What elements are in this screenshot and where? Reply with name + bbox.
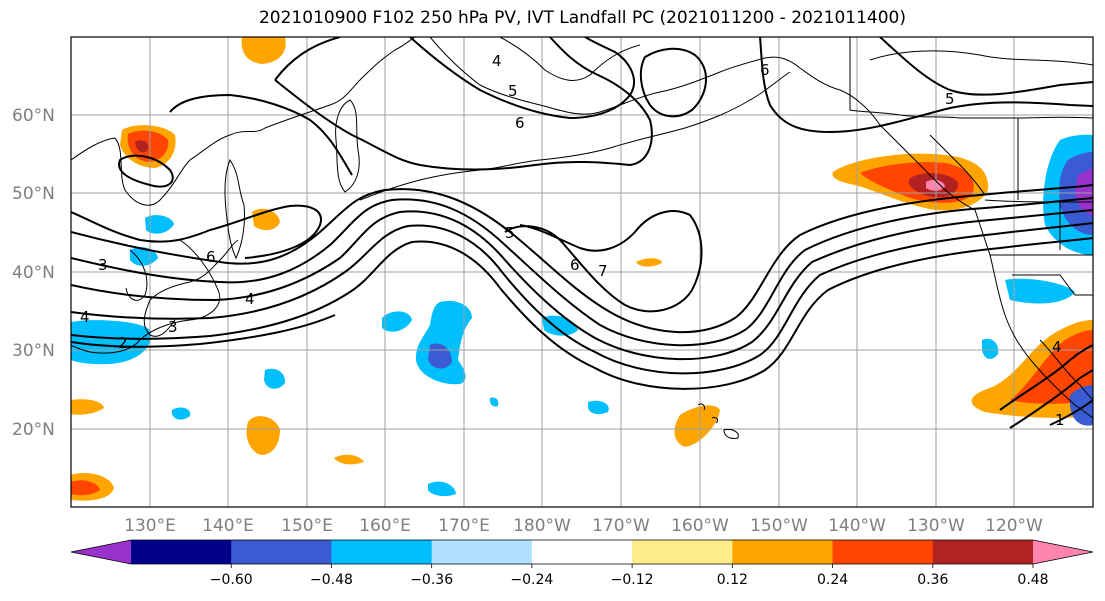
contour-label: 6 [570,256,580,274]
lon-label: 170°E [438,516,490,536]
lon-label: 170°W [592,516,650,536]
lon-label: 150°E [281,516,333,536]
contour-label: 4 [1052,338,1062,356]
lon-label: 130°W [907,516,965,536]
contour-label: 5 [945,90,955,108]
contour-label: 6 [515,114,525,132]
latitude-labels: 60°N 50°N 40°N 30°N 20°N [12,106,55,440]
pv-negative-region [264,368,286,389]
contour-label: 6 [206,248,216,266]
contour-label: 4 [245,290,255,308]
map-plot-area: 4 5 6 6 5 5 6 7 6 4 3 2 4 3 4 1 [71,37,1093,507]
colorbar-segment [832,540,934,564]
lon-label: 120°W [985,516,1043,536]
lon-label: 140°W [828,516,886,536]
lat-label-30n: 30°N [12,341,55,361]
contour-label: 6 [760,61,770,79]
contour-label: 3 [98,256,108,274]
colorbar-segment [231,540,332,564]
contour-label: 7 [598,262,608,280]
colorbar-segment [732,540,834,564]
pv-positive-region [135,140,149,153]
contour-label: 1 [1055,411,1065,429]
pv-negative-region [489,397,499,407]
contour-label-group: 4 5 6 6 5 5 6 7 6 4 3 2 4 3 4 1 [80,52,1065,429]
colorbar-tick-label: −0.60 [210,572,253,588]
colorbar-tick-label: 0.48 [1017,572,1048,588]
map-title: 2021010900 F102 250 hPa PV, IVT Landfall… [258,8,906,28]
pv-negative-region [172,407,191,420]
lat-label-40n: 40°N [12,263,55,283]
colorbar-extend-high [1033,540,1093,564]
colorbar: −0.60 −0.48 −0.36 −0.24 −0.12 0.12 0.24 0.36 0.4… [70,539,1094,588]
lon-label: 130°E [124,516,176,536]
lat-label-60n: 60°N [12,106,55,126]
colorbar-segment [431,540,533,564]
gridlines [71,37,1093,507]
pv-positive-region [674,405,720,447]
pv-negative-region [982,338,999,359]
colorbar-tick-label: −0.36 [410,572,453,588]
pv-positive-region [334,454,364,465]
colorbar-tick-label: −0.48 [310,572,353,588]
lat-label-20n: 20°N [12,420,55,440]
pv-positive-region [636,258,662,267]
lat-label-50n: 50°N [12,184,55,204]
pv-negative-region [1075,168,1093,215]
lon-label: 180°W [513,516,571,536]
longitude-labels: 130°E 140°E 150°E 160°E 170°E 180°W 170°… [124,516,1043,536]
pv-positive-region [71,480,100,496]
pv-negative-region [428,481,456,497]
lon-label: 150°W [750,516,808,536]
colorbar-segment [632,540,733,564]
colorbar-tick-label: 0.12 [717,572,748,588]
pv-negative-region [382,311,412,332]
lon-label: 140°E [202,516,254,536]
colorbar-extend-low [71,540,131,564]
pv-positive-region [241,37,286,64]
lon-label: 160°E [359,516,411,536]
pv-negative-region [71,320,151,365]
lon-label: 160°W [671,516,729,536]
pv-negative-region [1005,278,1075,304]
colorbar-tick-label: −0.24 [510,572,553,588]
colorbar-segment [131,540,232,564]
contour-label: 4 [492,52,502,70]
colorbar-tick-label: −0.12 [611,572,654,588]
colorbar-outline [70,539,1094,565]
pv-negative-region [130,247,158,266]
colorbar-segment [531,540,633,564]
pv-negative-region [1069,385,1093,426]
contour-label: 5 [505,224,515,242]
pv-negative-region [588,400,609,415]
pv-positive-region [71,399,104,415]
colorbar-tick-label: 0.24 [817,572,848,588]
pv-negative-region [415,300,472,385]
colorbar-tick-label: 0.36 [917,572,948,588]
contour-label: 3 [168,318,178,336]
colorbar-segment [932,540,1034,564]
contour-label: 2 [118,334,128,352]
contour-lines [71,37,1093,429]
contour-label: 4 [80,308,90,326]
pv-negative-region [145,215,174,234]
pv-positive-region [246,416,280,455]
contour-label: 5 [508,82,518,100]
map-frame [70,36,1094,508]
colorbar-segment [331,540,433,564]
